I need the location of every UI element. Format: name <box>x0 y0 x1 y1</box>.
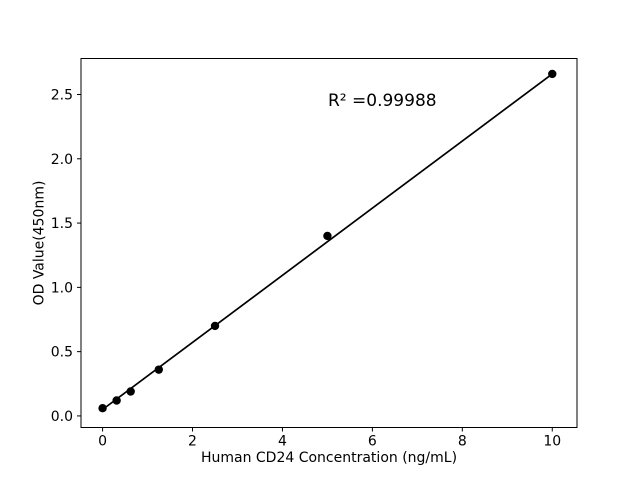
x-tick-label: 8 <box>458 434 467 450</box>
y-tick-label: 1.5 <box>51 216 73 232</box>
data-point <box>154 365 163 374</box>
x-tick-label: 6 <box>368 434 377 450</box>
x-tick-label: 2 <box>188 434 197 450</box>
trend-line <box>101 73 554 411</box>
data-point <box>210 321 220 331</box>
y-tick-label: 2.5 <box>51 88 73 104</box>
data-point <box>548 69 557 79</box>
y-tick-label: 1.0 <box>51 280 73 296</box>
x-tick-label: 4 <box>278 434 287 450</box>
plot-border <box>80 58 578 428</box>
r-squared-annotation: R² =0.99988 <box>328 91 437 111</box>
y-tick-label: 2.0 <box>51 152 73 168</box>
data-point <box>323 231 332 241</box>
y-tick-label: 0.0 <box>51 409 73 425</box>
y-tick-label: 0.5 <box>51 345 73 361</box>
data-point <box>112 396 121 405</box>
data-point <box>126 387 135 396</box>
x-axis-label: Human CD24 Concentration (ng/mL) <box>200 450 458 466</box>
data-point <box>98 404 107 413</box>
x-tick-label: 10 <box>543 434 561 450</box>
x-tick-label: 0 <box>98 434 107 450</box>
y-axis-label: OD Value(450nm) <box>31 180 48 306</box>
